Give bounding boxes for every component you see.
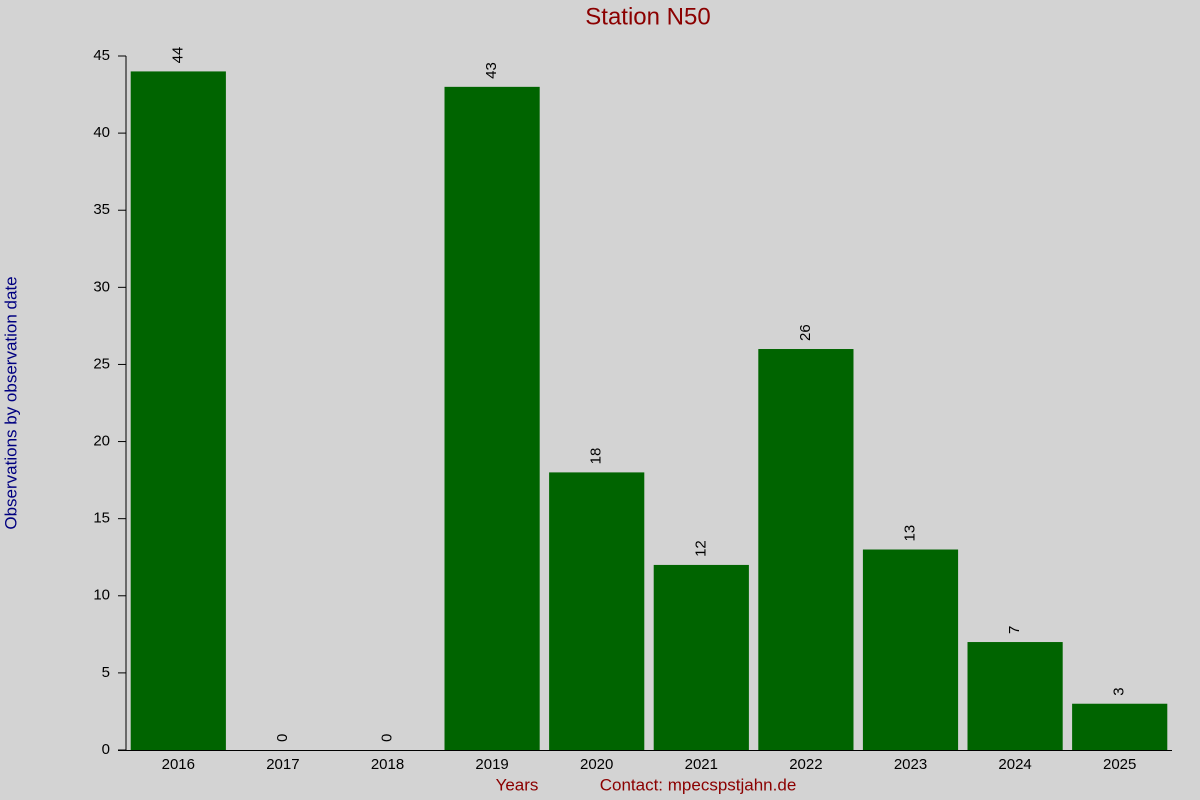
y-tick-label: 40	[93, 124, 110, 141]
value-label: 0	[274, 734, 291, 742]
y-tick-label: 10	[93, 587, 110, 604]
x-tick-label: 2019	[475, 756, 508, 773]
x-tick-label: 2023	[894, 756, 927, 773]
value-label: 3	[1111, 687, 1128, 695]
value-label: 26	[797, 324, 814, 341]
y-axis-label: Observations by observation date	[1, 276, 20, 529]
bar	[1072, 703, 1168, 750]
y-tick-label: 25	[93, 355, 110, 372]
x-tick-label: 2021	[685, 756, 718, 773]
x-tick-label: 2016	[162, 756, 195, 773]
x-tick-label: 2022	[789, 756, 822, 773]
x-tick-label: 2017	[266, 756, 299, 773]
y-tick-label: 45	[93, 47, 110, 64]
chart-title: Station N50	[585, 3, 710, 30]
value-label: 18	[588, 448, 605, 465]
bar	[758, 349, 854, 750]
bar	[967, 642, 1063, 750]
x-tick-label: 2020	[580, 756, 613, 773]
y-tick-label: 15	[93, 510, 110, 527]
value-label: 43	[483, 62, 500, 79]
y-tick-label: 5	[102, 664, 110, 681]
y-tick-label: 20	[93, 433, 110, 450]
value-label: 7	[1006, 626, 1023, 634]
y-tick-label: 35	[93, 201, 110, 218]
value-label: 0	[378, 734, 395, 742]
y-tick-label: 30	[93, 278, 110, 295]
x-tick-label: 2024	[998, 756, 1031, 773]
bar	[444, 86, 540, 751]
annotation: Contact: mpecspstjahn.de	[600, 775, 797, 794]
bar	[862, 549, 959, 750]
y-tick-label: 0	[102, 741, 110, 758]
x-tick-label: 2025	[1103, 756, 1136, 773]
x-tick-label: 2018	[371, 756, 404, 773]
bar	[130, 71, 226, 750]
bar	[653, 564, 749, 750]
x-axis-label: Years	[496, 775, 539, 794]
value-label: 44	[169, 47, 186, 64]
value-label: 13	[901, 525, 918, 542]
bar	[549, 472, 645, 750]
value-label: 12	[692, 540, 709, 557]
